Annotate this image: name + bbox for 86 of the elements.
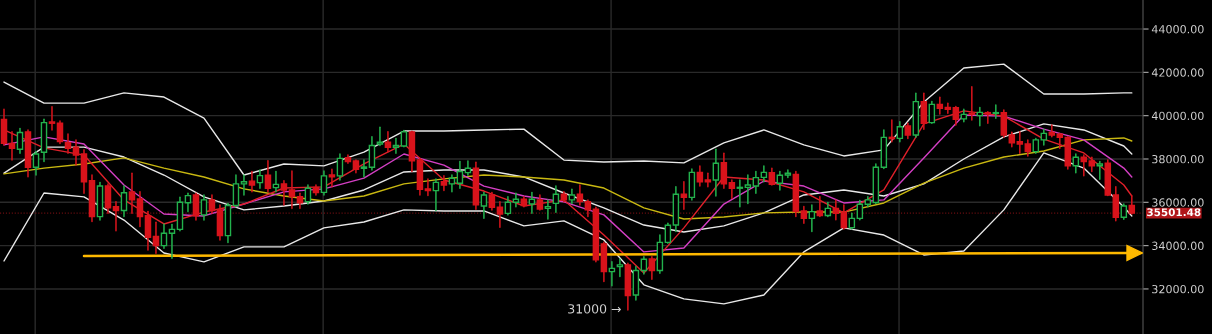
candlestick xyxy=(256,169,264,189)
candlestick xyxy=(384,130,392,153)
candlestick xyxy=(152,221,160,254)
candlestick xyxy=(1096,160,1104,181)
candlestick xyxy=(936,96,944,115)
candlestick xyxy=(288,170,296,210)
candlestick xyxy=(424,178,432,197)
candlestick xyxy=(1048,124,1056,138)
y-tick-label: 36000.00 xyxy=(1152,198,1204,207)
candlestick xyxy=(504,195,512,216)
candlestick xyxy=(208,194,216,215)
candlestick xyxy=(144,210,152,251)
candlestick xyxy=(32,150,40,176)
candlestick xyxy=(832,199,840,221)
candlestick xyxy=(104,183,112,215)
y-tick-label: 32000.00 xyxy=(1152,284,1204,294)
candlestick xyxy=(776,170,784,191)
candlestick xyxy=(528,191,536,215)
candlestick xyxy=(496,200,504,228)
candlestick xyxy=(440,175,448,192)
candlestick xyxy=(248,170,256,193)
candlestick xyxy=(808,204,816,233)
candlestick xyxy=(896,120,904,143)
candlestick xyxy=(544,199,552,220)
y-tick-label: 34000.00 xyxy=(1152,241,1204,251)
candlestick xyxy=(232,174,240,208)
candlestick xyxy=(336,153,344,181)
candlestick xyxy=(648,255,656,280)
candlestick xyxy=(328,168,336,188)
candlestick xyxy=(616,258,624,278)
candlestick xyxy=(680,180,688,211)
candlestick xyxy=(992,104,1000,120)
candlestick xyxy=(816,195,824,218)
candlestick xyxy=(16,127,24,155)
candlestick xyxy=(720,152,728,189)
candlestick xyxy=(752,170,760,194)
candlestick xyxy=(456,160,464,189)
candlestick xyxy=(368,135,376,171)
candlestick xyxy=(552,185,560,214)
candlestick xyxy=(920,92,928,131)
candlestick xyxy=(200,194,208,221)
candlestick xyxy=(320,170,328,196)
candlestick xyxy=(360,159,368,178)
candlestick xyxy=(576,184,584,206)
line-series xyxy=(3,123,1133,233)
candlestick xyxy=(728,179,736,200)
candlestick xyxy=(72,139,80,166)
candlestick xyxy=(120,185,128,218)
candlestick xyxy=(928,100,936,125)
candlestick xyxy=(280,179,288,206)
candlestick xyxy=(712,148,720,197)
candlestick xyxy=(856,199,864,221)
candlestick xyxy=(240,174,248,196)
candlestick xyxy=(264,159,272,193)
candlestick xyxy=(952,105,960,126)
candlestick xyxy=(8,130,16,161)
candlestick xyxy=(56,120,64,145)
candlestick xyxy=(840,204,848,230)
y-tick-label: 38000.00 xyxy=(1152,154,1204,164)
candlestick xyxy=(376,126,384,147)
candlestick xyxy=(392,137,400,155)
candlestick xyxy=(1016,130,1024,155)
candlestick xyxy=(112,200,120,232)
candlestick xyxy=(64,133,72,155)
candlestick xyxy=(1112,185,1120,222)
candlestick xyxy=(984,111,992,125)
ref-line-label: 35501.48 xyxy=(1147,208,1201,217)
candlestick xyxy=(736,179,744,208)
candlestick xyxy=(136,190,144,228)
candlestick xyxy=(192,192,200,221)
y-tick-label: 40000.00 xyxy=(1151,111,1204,121)
candlestick xyxy=(1000,109,1008,139)
candlestick xyxy=(168,223,176,259)
candlestick xyxy=(480,191,488,220)
y-tick-label: 44000.00 xyxy=(1151,25,1204,34)
candlestick xyxy=(664,222,672,245)
annotation: 31000 → xyxy=(568,304,621,314)
candlestick xyxy=(944,102,952,115)
candlestick xyxy=(160,223,168,249)
line-series xyxy=(3,63,1133,176)
candlestick xyxy=(704,172,712,188)
candlestick xyxy=(128,172,136,215)
y-tick-label: 42000.00 xyxy=(1151,68,1204,77)
candlestick xyxy=(744,174,752,205)
candlestick xyxy=(784,169,792,179)
candlestick xyxy=(48,106,56,131)
